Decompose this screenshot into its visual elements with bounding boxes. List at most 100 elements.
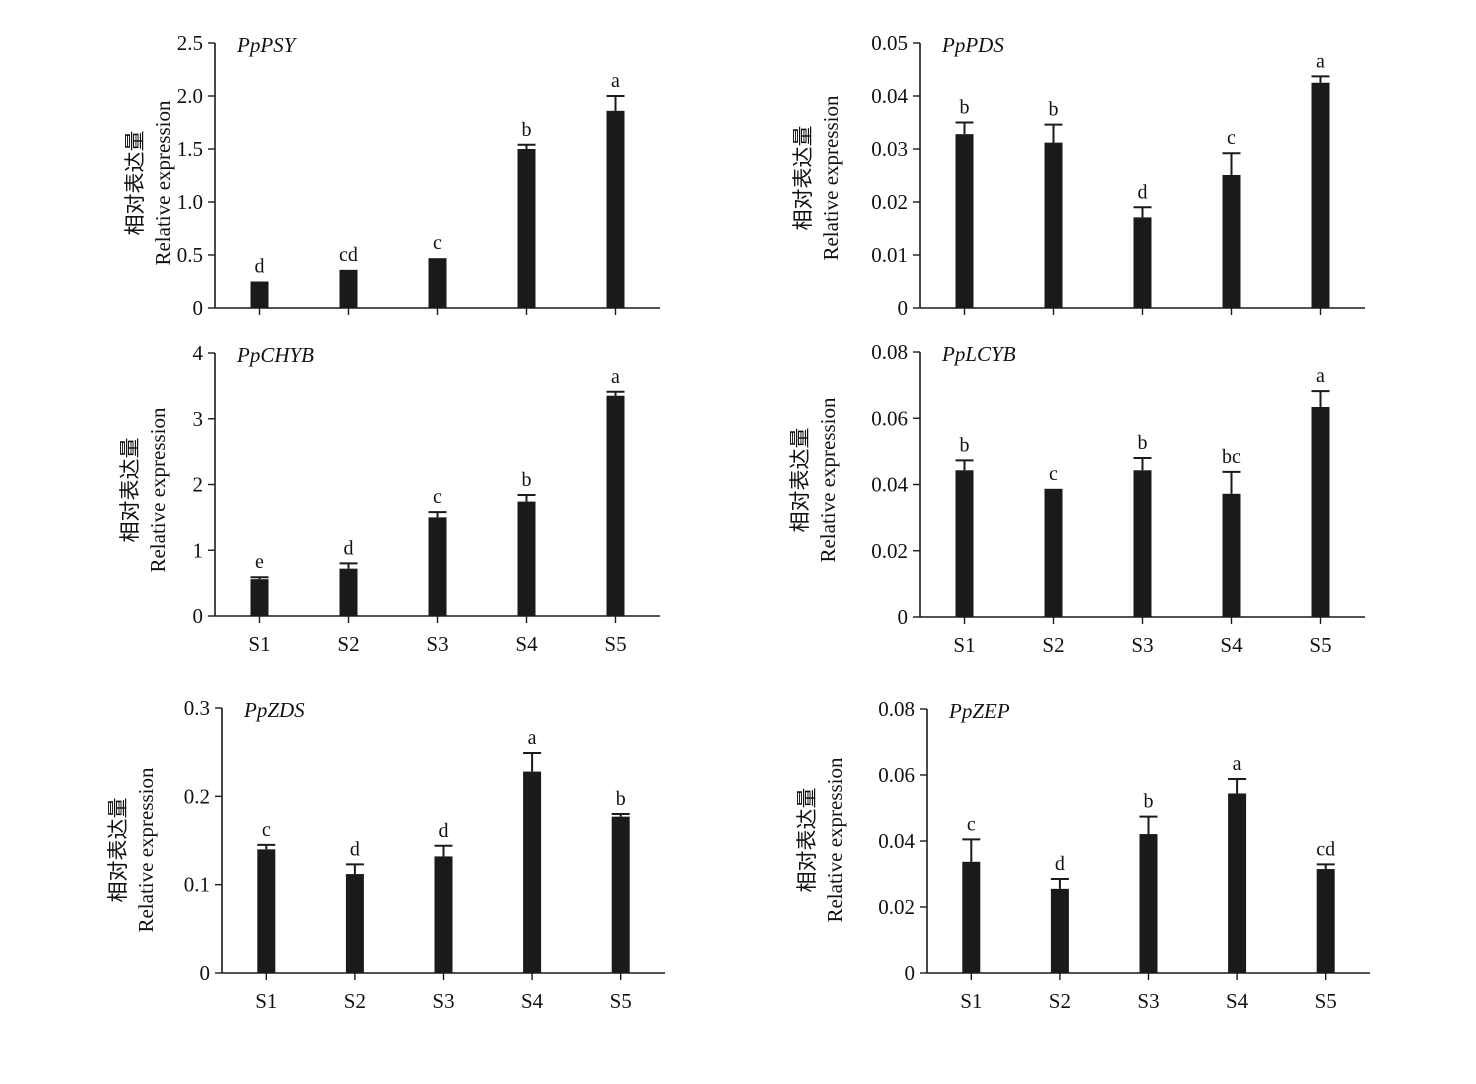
- bar: [517, 501, 536, 616]
- bar: [1050, 888, 1069, 973]
- bar: [1311, 82, 1330, 308]
- bar: [955, 470, 974, 617]
- chart-panel-pppds: 0 0.01 0.02 0.03 0.04 0.05 b b d c a PpPDS 相对表达量 Rela…: [791, 31, 1365, 320]
- x-tick-label: S4: [1226, 989, 1249, 1013]
- y-axis-label: 相对表达量 Relative expression: [118, 407, 170, 573]
- x-tick-label: S3: [1131, 633, 1153, 657]
- y-axis-label-cn: 相对表达量: [118, 438, 142, 543]
- y-tick-label: 0.08: [871, 340, 908, 364]
- y-tick-label: 2.5: [177, 31, 203, 55]
- significance-letter: c: [967, 813, 976, 835]
- bar: [1228, 793, 1247, 973]
- significance-letter: c: [1227, 127, 1236, 149]
- y-tick-label: 0.02: [871, 539, 908, 563]
- gene-title: PpZDS: [243, 698, 305, 722]
- significance-letter: c: [433, 486, 442, 508]
- significance-letter: b: [1144, 791, 1154, 813]
- y-tick-label: 1: [193, 538, 204, 562]
- gene-title: PpZEP: [948, 699, 1010, 723]
- x-tick-label: S4: [521, 989, 544, 1013]
- x-tick-label: S2: [1049, 989, 1071, 1013]
- significance-letter: c: [1049, 463, 1058, 485]
- y-tick-label: 0.04: [871, 84, 908, 108]
- y-tick-label: 0.06: [871, 406, 908, 430]
- y-axis-label-cn: 相对表达量: [791, 126, 815, 231]
- bar: [250, 281, 269, 308]
- significance-letter: b: [522, 119, 532, 141]
- x-tick-label: S1: [960, 989, 982, 1013]
- bar: [428, 258, 447, 308]
- gene-title: PpPDS: [941, 33, 1004, 57]
- bar: [345, 874, 364, 973]
- y-tick-label: 1.5: [177, 137, 203, 161]
- bar: [257, 849, 276, 973]
- gene-title: PpLCYB: [941, 342, 1016, 366]
- bar: [339, 269, 358, 308]
- significance-letter: b: [616, 788, 626, 810]
- significance-letter: d: [1138, 181, 1148, 203]
- x-tick-label: S2: [344, 989, 366, 1013]
- y-tick-label: 0.1: [184, 873, 210, 897]
- y-tick-label: 0.2: [184, 784, 210, 808]
- significance-letter: bc: [1222, 446, 1241, 468]
- significance-letter: cd: [1316, 838, 1335, 860]
- bar: [1222, 493, 1241, 617]
- gene-title: PpPSY: [236, 33, 298, 57]
- bar: [1133, 217, 1152, 308]
- x-tick-label: S2: [337, 632, 359, 656]
- significance-letter: a: [1316, 50, 1325, 72]
- x-tick-label: S5: [610, 989, 632, 1013]
- x-tick-label: S2: [1042, 633, 1064, 657]
- y-axis-label-en: Relative expression: [819, 95, 843, 261]
- y-tick-label: 0.01: [871, 243, 908, 267]
- significance-letter: c: [262, 819, 271, 841]
- y-tick-label: 2: [193, 473, 204, 497]
- y-axis-label-cn: 相对表达量: [795, 788, 819, 893]
- x-tick-label: S1: [255, 989, 277, 1013]
- bar: [611, 816, 630, 973]
- y-tick-label: 0.02: [871, 190, 908, 214]
- significance-letter: b: [1049, 99, 1059, 121]
- bar: [955, 134, 974, 308]
- significance-letter: b: [960, 434, 970, 456]
- y-tick-label: 3: [193, 407, 204, 431]
- y-axis-label-en: Relative expression: [134, 767, 158, 933]
- significance-letter: a: [1233, 753, 1242, 775]
- y-axis-label-en: Relative expression: [823, 757, 847, 923]
- y-tick-label: 0: [898, 605, 909, 629]
- significance-letter: cd: [339, 244, 358, 266]
- y-tick-label: 0: [200, 961, 211, 985]
- x-tick-label: S5: [604, 632, 626, 656]
- chart-panel-ppchyb: 0 1 2 3 4 S1 S2 S3 S4 S5 e d c b a PpCHYB 相对表达量 Relative …: [118, 341, 660, 656]
- y-axis-label-cn: 相对表达量: [123, 131, 147, 236]
- x-tick-label: S5: [1315, 989, 1337, 1013]
- y-tick-label: 0.3: [184, 696, 210, 720]
- y-tick-label: 2.0: [177, 84, 203, 108]
- y-tick-label: 0: [905, 961, 916, 985]
- y-axis-label: 相对表达量 Relative expression: [123, 100, 175, 266]
- x-tick-label: S4: [515, 632, 538, 656]
- bar: [1316, 869, 1335, 973]
- y-axis-label-en: Relative expression: [146, 407, 170, 573]
- x-tick-label: S1: [953, 633, 975, 657]
- x-tick-label: S3: [432, 989, 454, 1013]
- y-axis-label: 相对表达量 Relative expression: [795, 757, 847, 923]
- y-axis-label: 相对表达量 Relative expression: [106, 767, 158, 933]
- y-axis-label-en: Relative expression: [151, 100, 175, 266]
- y-axis-label-cn: 相对表达量: [106, 798, 130, 903]
- y-tick-label: 0.08: [878, 697, 915, 721]
- significance-letter: e: [255, 551, 264, 573]
- significance-letter: a: [611, 366, 620, 388]
- significance-letter: a: [1316, 365, 1325, 387]
- x-tick-label: S3: [1137, 989, 1159, 1013]
- bar: [1139, 834, 1158, 973]
- y-axis-label-cn: 相对表达量: [788, 428, 812, 533]
- y-axis-label: 相对表达量 Relative expression: [791, 95, 843, 261]
- bar: [250, 579, 269, 616]
- y-axis-label-en: Relative expression: [816, 397, 840, 563]
- bar: [606, 110, 625, 308]
- significance-letter: d: [439, 820, 449, 842]
